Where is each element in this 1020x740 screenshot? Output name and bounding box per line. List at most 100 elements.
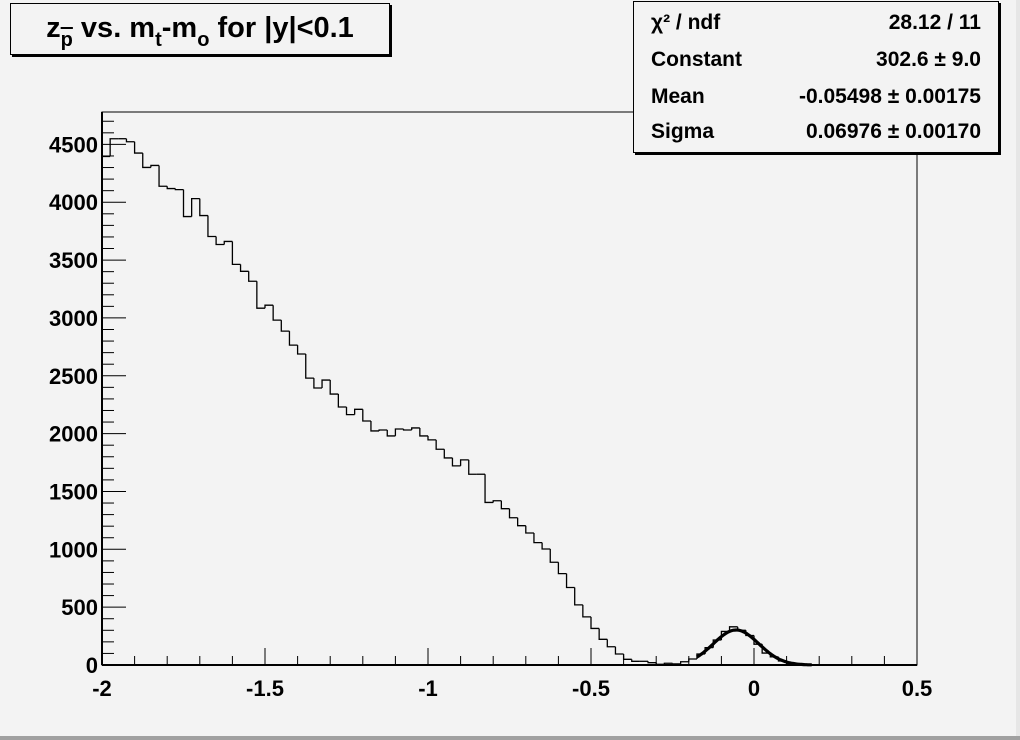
histogram-bin — [321, 379, 331, 389]
histogram-bin — [174, 188, 184, 191]
stat-label: Sigma — [651, 120, 715, 143]
histogram-bin — [354, 408, 363, 415]
histogram-bin — [680, 661, 689, 664]
window-edge — [1016, 0, 1020, 740]
y-tick-label: 2500 — [49, 364, 98, 389]
histogram-bin — [582, 604, 591, 618]
histogram-bin — [647, 661, 657, 664]
histogram-bin — [239, 264, 249, 272]
histogram-bin — [517, 517, 526, 527]
histogram-bin — [166, 186, 176, 190]
stat-row-mean: Mean -0.05498 ± 0.00175 — [651, 80, 981, 114]
histogram-bin — [362, 409, 371, 422]
histogram-bin — [305, 354, 314, 379]
histogram-bin — [191, 198, 200, 217]
histogram-bin — [386, 430, 396, 437]
stat-value: 302.6 ± 9.0 — [876, 48, 981, 71]
x-tick-label: 0.5 — [902, 676, 933, 701]
histogram-bin — [525, 525, 534, 534]
histogram-bin — [622, 654, 632, 660]
histogram-bin — [345, 407, 355, 416]
histogram-bin — [443, 449, 453, 459]
histogram-bin — [370, 421, 380, 432]
title-subscript: t — [155, 29, 162, 51]
histogram-bin — [207, 215, 217, 238]
histogram-bin — [133, 141, 143, 154]
histogram-bin — [631, 659, 640, 662]
histogram-bin — [231, 241, 241, 266]
histogram-bin — [549, 548, 559, 563]
histogram-bin — [533, 532, 543, 544]
histogram-bin — [688, 658, 697, 662]
histogram-bin — [598, 628, 608, 640]
window-edge — [0, 736, 1020, 740]
gaussian-fit-curve — [696, 628, 813, 667]
y-tick-label: 3000 — [49, 306, 98, 331]
x-tick-label: 0 — [748, 676, 760, 701]
histogram-bin — [182, 189, 192, 218]
histogram-bin — [337, 394, 347, 408]
title-subscript: o — [197, 29, 210, 51]
y-tick-label: 4000 — [49, 190, 98, 215]
stat-row-sigma: Sigma 0.06976 ± 0.00170 — [651, 115, 981, 149]
histogram-bin — [508, 508, 518, 519]
y-tick-label: 0 — [86, 653, 98, 678]
histogram-bin — [419, 427, 428, 437]
fit-stats-box: χ² / ndf 28.12 / 11 Constant 302.6 ± 9.0 M… — [633, 1, 999, 153]
histogram-bin — [158, 165, 168, 187]
title-text: -m — [161, 12, 198, 44]
y-tick-label: 2000 — [49, 422, 98, 447]
histogram-bin — [459, 459, 469, 466]
histogram-bin — [557, 562, 567, 575]
histogram-bin — [125, 138, 135, 143]
histogram-bin — [313, 378, 323, 389]
histogram-bin — [296, 345, 306, 355]
stat-label: χ² / ndf — [651, 11, 721, 34]
histogram-bin — [427, 435, 437, 441]
histogram-bin — [109, 138, 119, 157]
histogram-bin — [329, 380, 339, 395]
x-tick-label: -1 — [418, 676, 438, 701]
stat-value: -0.05498 ± 0.00175 — [798, 85, 981, 108]
histogram-bin — [272, 305, 282, 321]
histogram-bin — [411, 427, 420, 431]
stat-label: Mean — [651, 85, 705, 108]
y-tick-label: 1000 — [49, 537, 98, 562]
title-text: z — [46, 12, 61, 44]
histogram-bin — [215, 236, 225, 246]
histogram-bin — [614, 646, 624, 655]
histogram-bin — [248, 271, 257, 282]
stat-row-constant: Constant 302.6 ± 9.0 — [651, 43, 981, 77]
histogram-bin — [565, 573, 575, 589]
stat-label: Constant — [651, 48, 742, 71]
stat-value: 28.12 / 11 — [888, 11, 981, 34]
title-subscript: p — [60, 29, 73, 51]
chart-title: zp vs. mt-mo for |y|<0.1 — [10, 3, 390, 55]
histogram-bin — [590, 616, 600, 630]
stat-value: 0.06976 ± 0.00170 — [805, 120, 981, 143]
plot-frame — [101, 111, 918, 666]
histogram-bin — [435, 439, 445, 450]
histogram-bin — [288, 331, 298, 346]
histogram-bin — [574, 587, 583, 606]
x-tick-label: -0.5 — [572, 676, 610, 701]
histogram-bins — [101, 138, 917, 666]
y-tick-label: 3500 — [49, 248, 98, 273]
histogram-bin — [280, 320, 290, 332]
histogram-bin — [199, 198, 208, 217]
histogram-bin — [606, 639, 616, 648]
title-text: for |y|<0.1 — [209, 12, 354, 44]
x-tick-label: -2 — [92, 676, 112, 701]
y-tick-label: 500 — [61, 595, 98, 620]
histogram-bin — [541, 542, 551, 550]
histogram-bin — [264, 304, 274, 309]
histogram-bin — [394, 428, 404, 436]
histogram-bin — [150, 164, 160, 168]
histogram-bin — [256, 281, 265, 309]
title-text: vs. m — [72, 12, 156, 44]
histogram-bin — [142, 153, 151, 169]
histogram-bin — [451, 457, 461, 467]
histogram-bin — [663, 662, 673, 665]
histogram-bin — [378, 429, 388, 431]
